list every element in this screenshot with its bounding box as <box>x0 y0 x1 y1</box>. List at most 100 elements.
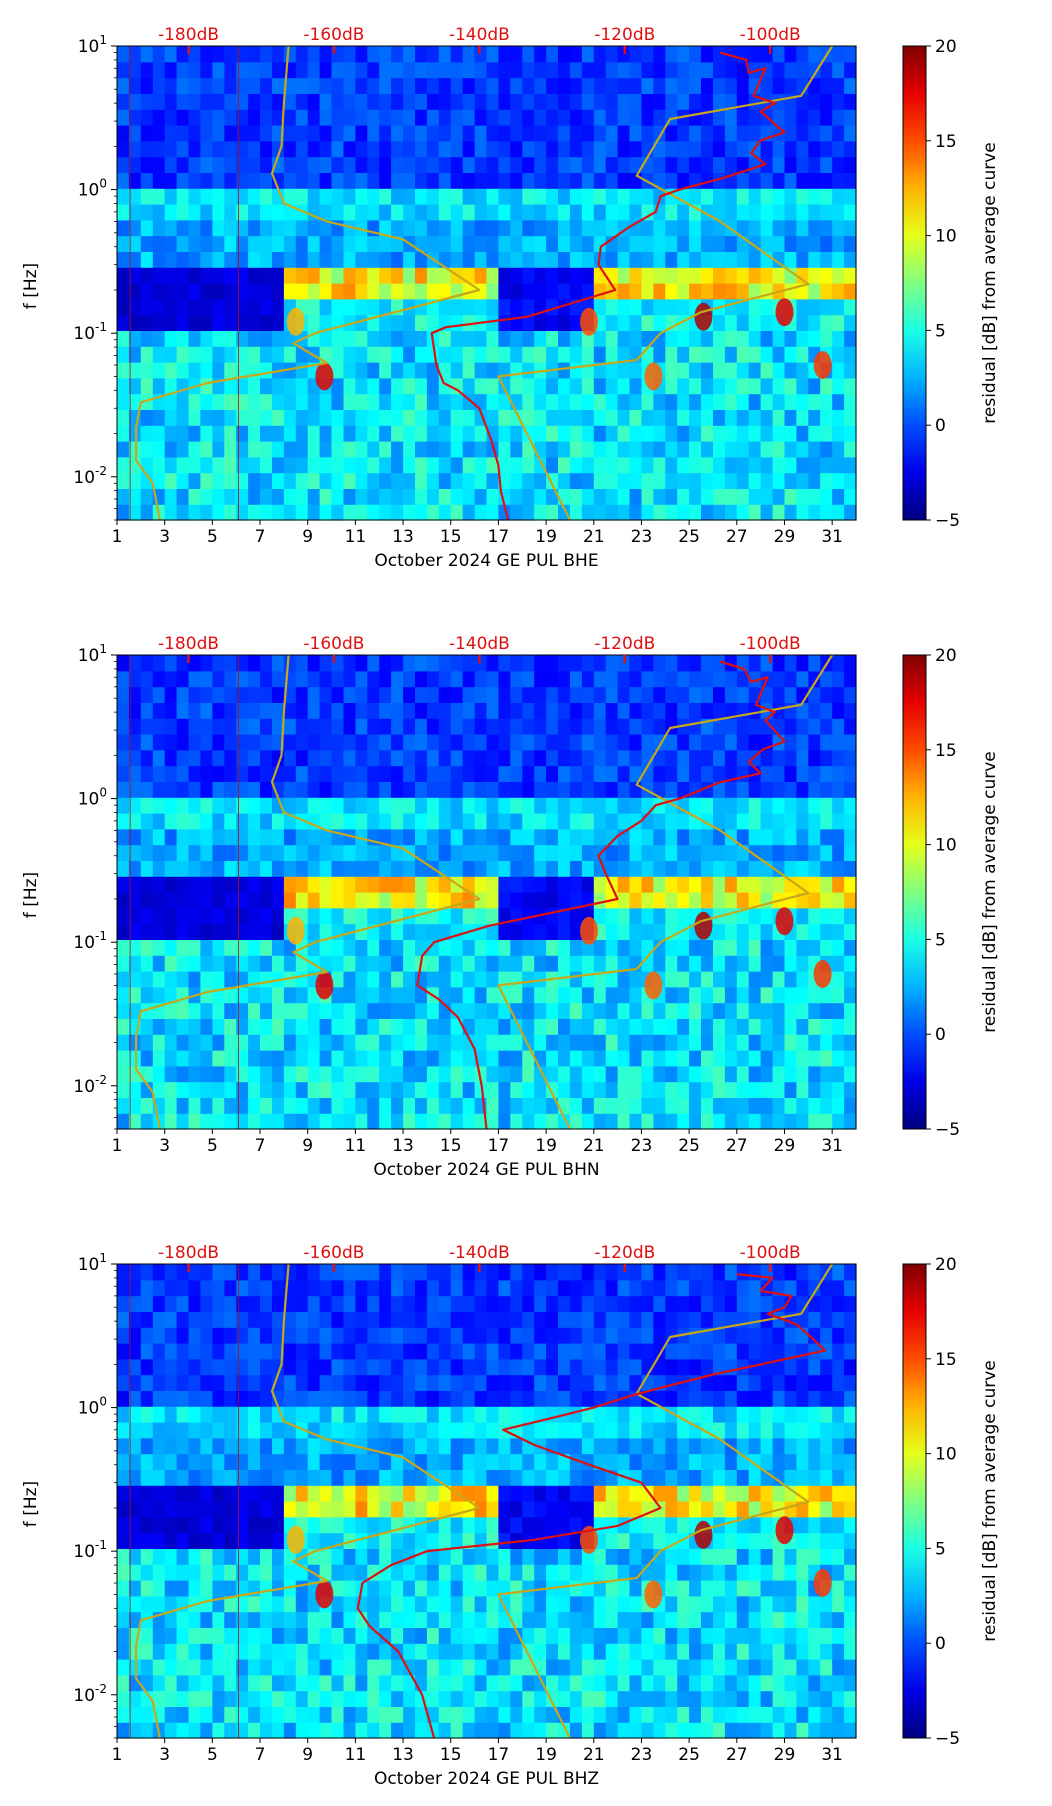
heatmap-cell <box>450 1390 464 1407</box>
heatmap-cell <box>283 718 297 735</box>
heatmap-cell <box>593 219 607 237</box>
heatmap-cell <box>438 1113 452 1130</box>
heatmap-cell <box>140 923 154 940</box>
heatmap-cell <box>796 781 809 798</box>
heatmap-cell <box>462 1532 476 1549</box>
heatmap-cell <box>438 77 452 94</box>
heatmap-cell <box>295 377 309 395</box>
heatmap-cell <box>486 1113 499 1130</box>
heatmap-cell <box>260 1453 273 1470</box>
heatmap-cell <box>164 1097 178 1114</box>
heatmap-cell <box>188 1564 201 1581</box>
heatmap-cell <box>379 109 392 126</box>
heatmap-cell <box>784 876 797 893</box>
heatmap-cell <box>534 734 547 751</box>
heatmap-cell <box>379 765 392 782</box>
noise-model-curve-high <box>497 654 834 1130</box>
heatmap-cell <box>403 1485 416 1502</box>
heatmap-cell <box>486 172 499 189</box>
heatmap-cell <box>415 472 428 489</box>
heatmap-cell <box>164 1065 178 1083</box>
heatmap-cell <box>224 1343 237 1360</box>
heatmap-cell <box>462 686 476 703</box>
heatmap-cell <box>152 1406 166 1423</box>
heatmap-cell <box>629 765 642 782</box>
heatmap-cell <box>367 1311 380 1328</box>
heatmap-cell <box>522 156 535 173</box>
heatmap-cell <box>224 409 237 426</box>
heatmap-cell <box>164 1674 178 1692</box>
heatmap-cell <box>283 1050 297 1067</box>
heatmap-cell <box>212 939 225 956</box>
heatmap-cell <box>212 734 225 751</box>
heatmap-cell <box>367 441 380 458</box>
heatmap-cell <box>152 77 166 94</box>
heatmap-cell <box>331 204 344 221</box>
heatmap-cell <box>474 330 488 347</box>
heatmap-cell <box>248 1279 261 1297</box>
heatmap-cell <box>272 1674 285 1692</box>
heatmap-cell <box>450 1113 464 1130</box>
heatmap-cell <box>665 488 678 505</box>
heatmap-cell <box>438 156 452 173</box>
heatmap-cell <box>605 425 619 442</box>
heatmap-cell <box>188 472 201 489</box>
heatmap-cell <box>474 472 488 489</box>
heatmap-cell <box>152 61 166 79</box>
heatmap-cell <box>474 77 488 94</box>
heatmap-cell <box>808 140 821 158</box>
heatmap-cell <box>486 362 499 379</box>
heatmap-cell <box>689 330 702 347</box>
heatmap-cell <box>295 655 309 672</box>
heatmap-cell <box>522 1564 535 1581</box>
heatmap-cell <box>748 1065 762 1083</box>
heatmap-cell <box>510 1295 523 1312</box>
heatmap-cell <box>415 1390 428 1407</box>
heatmap-cell <box>272 504 285 521</box>
heatmap-cell <box>152 235 166 252</box>
heatmap-cell <box>546 283 559 300</box>
heatmap-cell <box>605 686 619 703</box>
heatmap-cell <box>462 1548 476 1565</box>
heatmap-cell <box>248 1018 261 1035</box>
heatmap-cell <box>808 923 821 940</box>
heatmap-cell <box>510 1643 523 1660</box>
heatmap-cell <box>820 686 833 703</box>
heatmap-cell <box>403 488 416 505</box>
heatmap-cell <box>569 1018 583 1035</box>
heatmap-cell <box>117 955 130 972</box>
heatmap-cell <box>212 140 225 158</box>
heatmap-cell <box>355 441 368 458</box>
heatmap-cell <box>772 377 786 395</box>
heatmap-cell <box>379 362 392 379</box>
heatmap-cell <box>832 377 845 395</box>
heatmap-cell <box>415 1437 428 1455</box>
heatmap-cell <box>212 1018 225 1035</box>
heatmap-cell <box>581 283 595 300</box>
heatmap-cell <box>319 749 333 767</box>
heatmap-cell <box>128 1548 142 1565</box>
heatmap-cell <box>510 1034 523 1051</box>
heatmap-cell <box>188 93 201 110</box>
heatmap-cell <box>629 986 642 1004</box>
heatmap-cell <box>641 1002 654 1019</box>
heatmap-cell <box>355 1643 368 1660</box>
heatmap-cell <box>283 828 297 846</box>
heatmap-cell <box>188 1690 201 1707</box>
heatmap-cell <box>581 109 595 126</box>
heatmap-cell <box>140 734 154 751</box>
heatmap-cell <box>272 1453 285 1470</box>
heatmap-cell <box>176 330 190 347</box>
heatmap-cell <box>355 1674 368 1692</box>
heatmap-cell <box>236 1018 249 1035</box>
heatmap-cell <box>438 1422 452 1439</box>
heatmap-cell <box>522 1406 535 1423</box>
heatmap-cell <box>319 844 333 861</box>
heatmap-cell <box>117 1437 130 1455</box>
heatmap-cell <box>355 172 368 189</box>
heatmap-cell <box>415 1295 428 1312</box>
heatmap-cell <box>522 781 535 798</box>
heatmap-cell <box>391 1564 404 1581</box>
